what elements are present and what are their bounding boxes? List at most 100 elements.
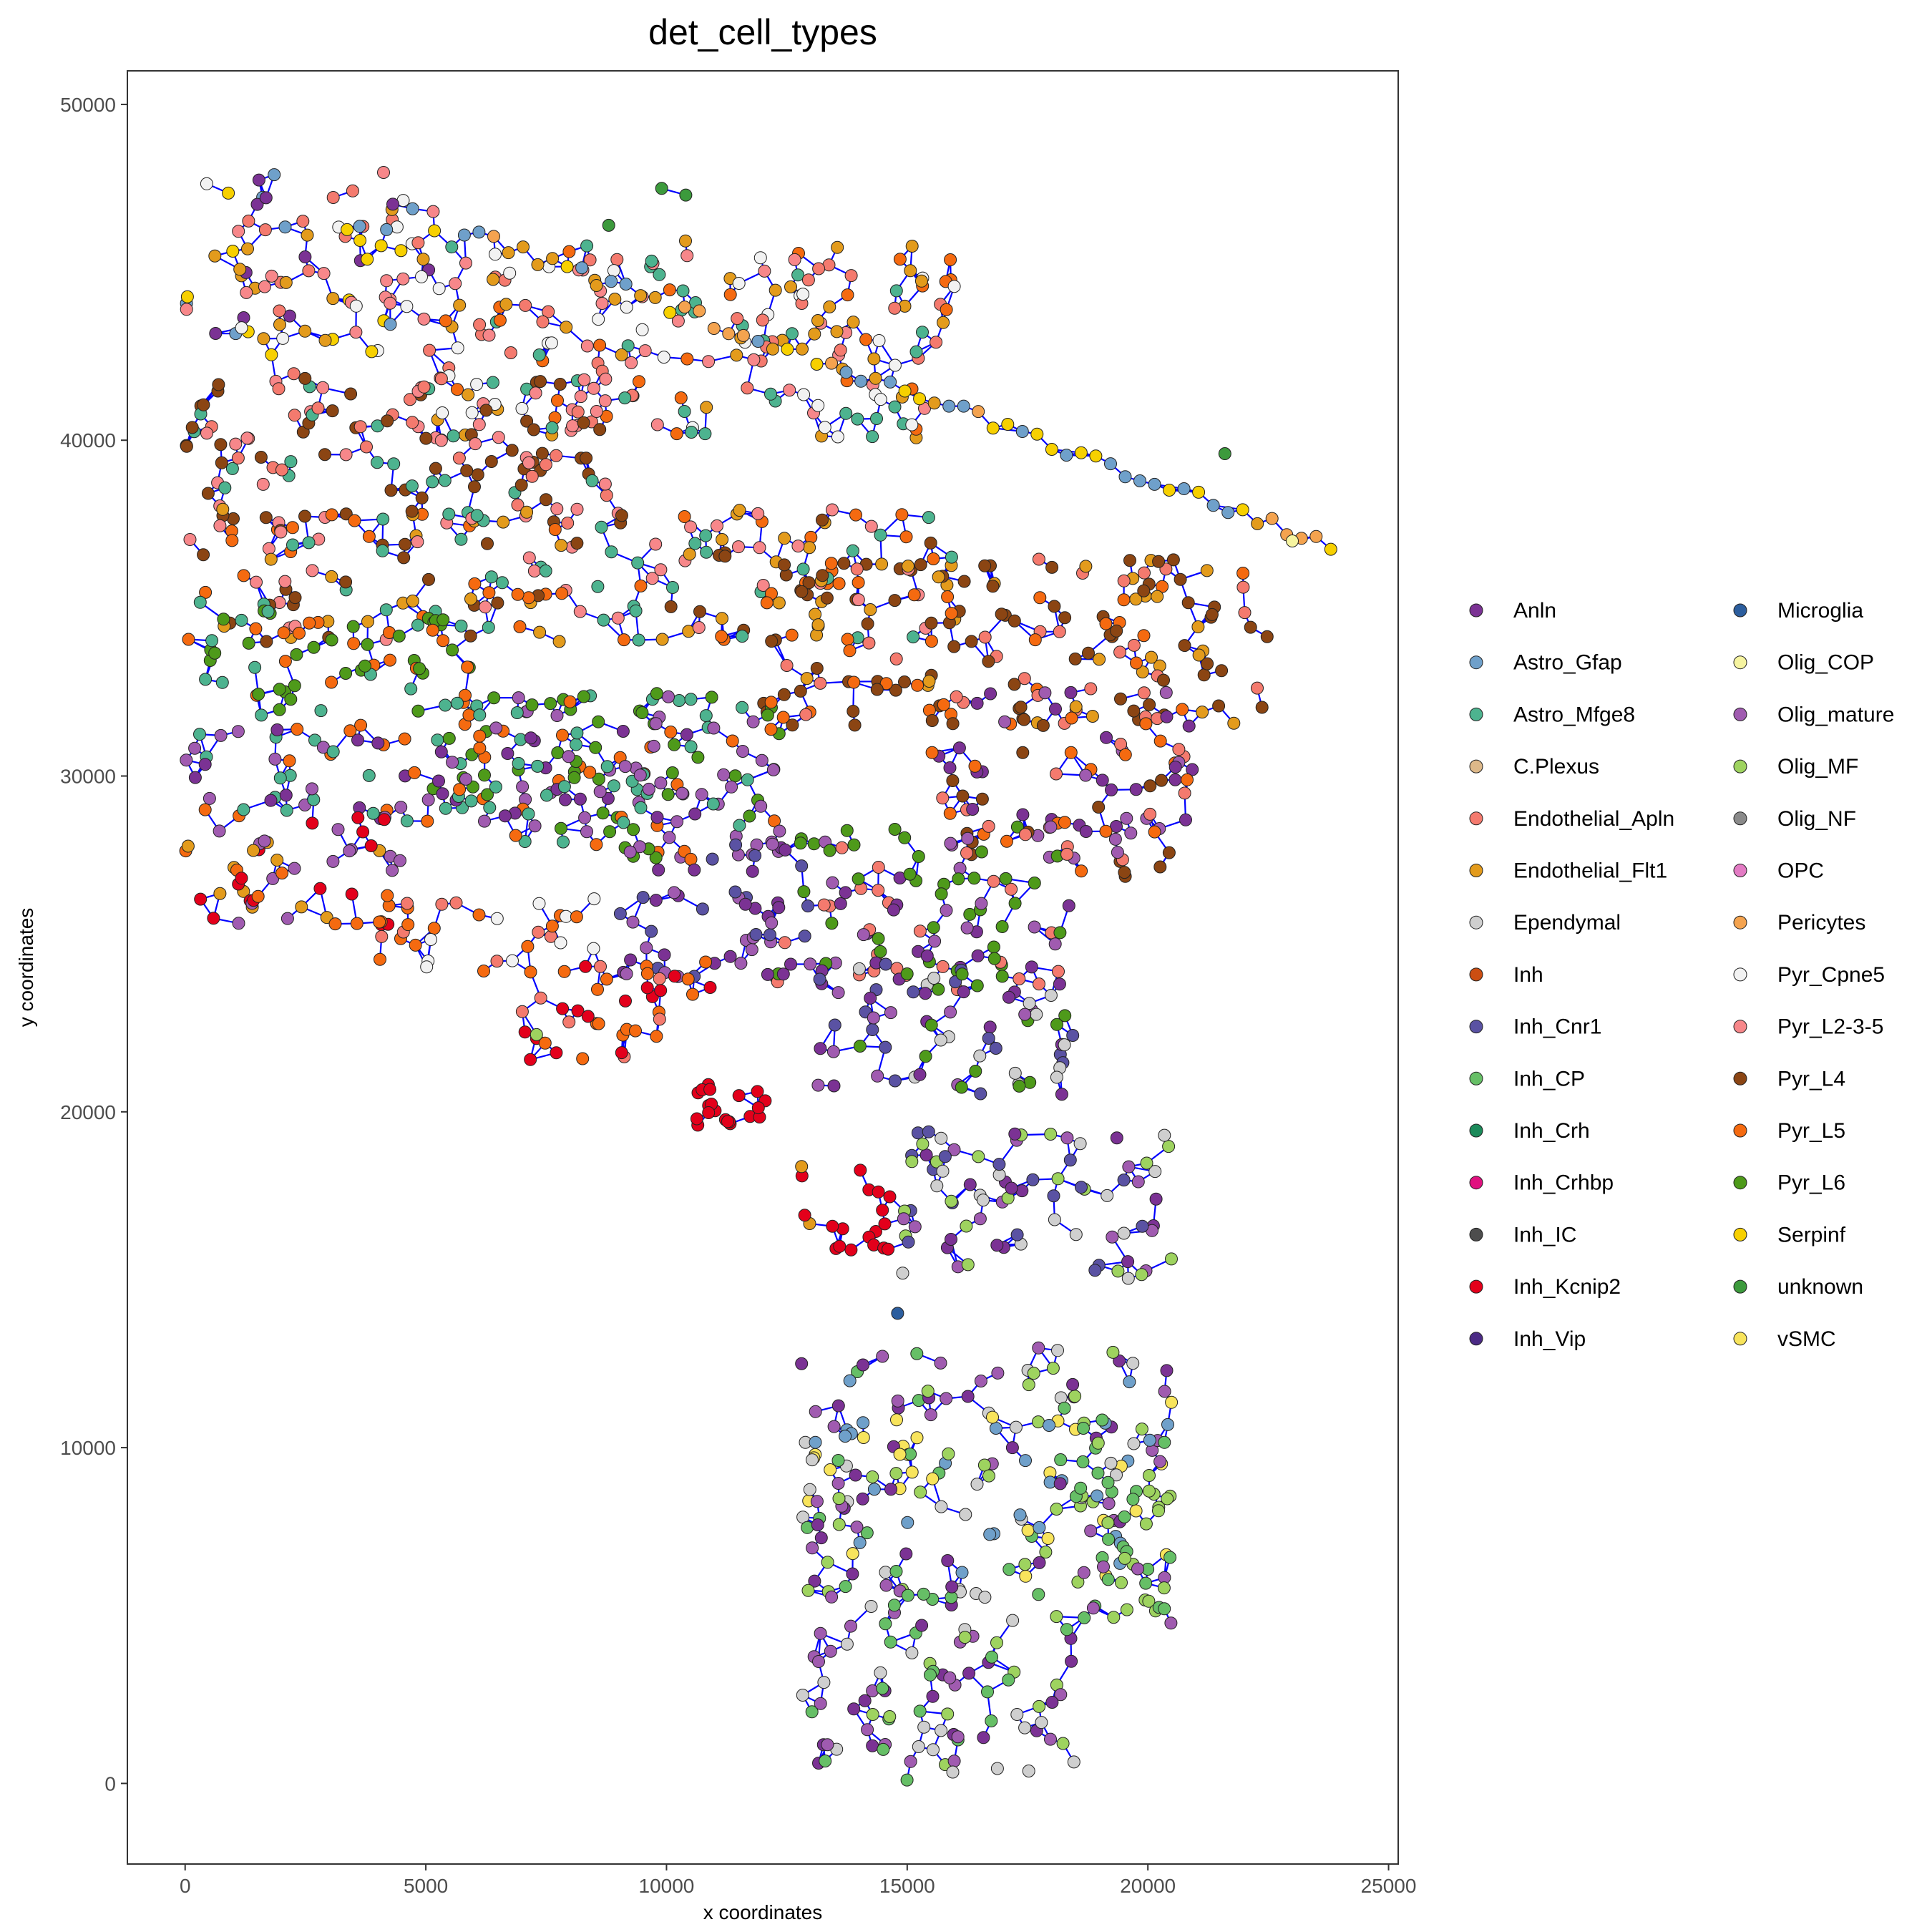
cell-point [1030, 427, 1044, 441]
legend-label: Olig_mature [1777, 703, 1894, 726]
cell-point [668, 970, 681, 983]
cell-point [888, 823, 902, 836]
cell-point [1030, 1008, 1043, 1021]
cell-point [415, 491, 429, 504]
cell-point [1044, 820, 1058, 834]
cell-point [975, 845, 988, 859]
y-tick-label: 0 [104, 1772, 116, 1795]
cell-point [983, 1528, 997, 1541]
cell-point [1068, 1390, 1082, 1403]
cell-point [934, 1033, 947, 1047]
cell-point [551, 394, 564, 407]
cell-point [1082, 646, 1095, 660]
cell-point [209, 327, 223, 340]
cell-point [1221, 506, 1235, 519]
cell-point [593, 785, 607, 799]
cell-point [654, 563, 668, 577]
cell-point [235, 321, 248, 335]
cell-point [618, 760, 632, 774]
cell-point [193, 728, 206, 741]
cell-point [484, 570, 498, 584]
cell-point [555, 821, 567, 835]
cell-point [796, 288, 810, 301]
cell-point [699, 709, 713, 723]
cell-point [1126, 1493, 1140, 1506]
cell-point [1010, 820, 1024, 834]
cell-point [653, 972, 666, 985]
cell-point [835, 841, 849, 854]
cell-point [1164, 1616, 1178, 1630]
cell-point [826, 1045, 840, 1058]
cell-point [860, 1526, 874, 1540]
legend-key [1733, 967, 1747, 982]
cell-point [351, 811, 365, 824]
cell-point [803, 1483, 816, 1496]
cell-point [1078, 1611, 1091, 1624]
cell-point [521, 940, 535, 953]
cell-point [561, 517, 575, 530]
cell-point [794, 836, 807, 850]
cell-point [208, 646, 222, 660]
cell-point [1142, 1594, 1156, 1608]
cell-point [1056, 1737, 1070, 1750]
cell-point [935, 1500, 948, 1513]
cell-point [482, 620, 495, 634]
cell-point [1160, 1364, 1174, 1377]
cell-point [592, 1017, 605, 1030]
cell-point [866, 430, 879, 444]
cell-point [916, 1137, 930, 1151]
cell-point [560, 321, 573, 334]
cell-point [874, 393, 887, 406]
cell-point [557, 965, 571, 978]
cell-point [1101, 1475, 1115, 1489]
cell-point [254, 451, 268, 464]
cell-point [576, 1052, 590, 1065]
cell-point [1073, 1137, 1087, 1151]
cell-point [1130, 656, 1143, 670]
cell-point [361, 253, 374, 266]
cell-point [525, 698, 539, 712]
cell-point [386, 864, 399, 877]
cell-point [250, 575, 263, 589]
cell-point [1174, 572, 1187, 586]
cell-point [831, 1477, 845, 1490]
cell-point [261, 605, 275, 618]
cell-point [987, 940, 1000, 954]
cell-point [1032, 1415, 1045, 1429]
cell-point [587, 381, 600, 395]
cell-point [975, 792, 989, 806]
cell-point [1054, 1688, 1068, 1702]
cell-point [592, 313, 605, 326]
cell-point [256, 477, 270, 491]
cell-point [985, 1650, 998, 1664]
cell-point [992, 1158, 1006, 1171]
cell-point [182, 633, 195, 646]
cell-point [903, 867, 917, 881]
cell-point [538, 1036, 552, 1050]
cell-point [380, 274, 394, 288]
cell-point [554, 936, 567, 950]
cell-point [468, 577, 482, 590]
legend-key [1469, 967, 1483, 982]
cell-point [1177, 482, 1191, 495]
cell-point [200, 177, 213, 190]
cell-point [183, 533, 197, 546]
cell-point [658, 948, 671, 962]
cell-point [844, 1243, 858, 1257]
legend-label: Inh_Crh [1513, 1119, 1590, 1143]
legend-key [1733, 1279, 1747, 1294]
cell-point [518, 835, 532, 848]
cell-point [436, 406, 449, 419]
cell-point [715, 630, 728, 643]
legend-label: Ependymal [1513, 911, 1621, 935]
cell-point [306, 782, 318, 796]
cell-point [426, 475, 439, 489]
cell-point [316, 381, 330, 394]
cell-point [487, 691, 501, 705]
cell-point [961, 831, 975, 845]
cell-point [957, 985, 970, 999]
cell-point [354, 718, 368, 732]
cell-point [678, 510, 691, 523]
cell-point [562, 245, 576, 258]
cell-point [927, 1743, 940, 1757]
